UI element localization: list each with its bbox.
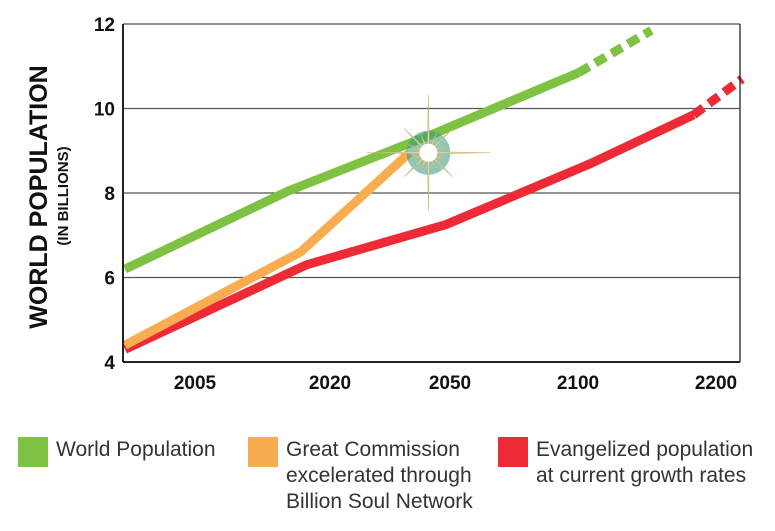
y-axis-sublabel: (IN BILLIONS) (55, 146, 72, 245)
legend-item-evangelized: Evangelized population at current growth… (498, 437, 753, 489)
series-line (122, 149, 413, 350)
y-tick-label: 6 (104, 269, 115, 290)
axes (122, 24, 741, 363)
x-tick-label: 2005 (174, 373, 217, 394)
y-axis-label: WORLD POPULATION (25, 65, 53, 328)
grid-lines (123, 23, 740, 279)
legend-swatch-red (498, 437, 528, 467)
y-tick-label: 10 (94, 100, 115, 121)
series-line (123, 68, 581, 274)
y-tick-label: 8 (104, 184, 115, 205)
x-tick-label: 2050 (429, 373, 471, 394)
star-core (419, 143, 438, 162)
legend-label: Evangelized population at current growth… (536, 438, 754, 487)
tick-labels: 4 6 8 10 12 2005 2020 2050 2100 2200 (94, 15, 737, 394)
star-burst-marker (366, 94, 491, 211)
legend-label: Great Commission excelerated through Bil… (286, 438, 473, 513)
series-projection (576, 26, 654, 77)
x-tick-label: 2020 (309, 373, 351, 394)
series-projection (691, 75, 745, 119)
y-tick-label: 4 (104, 353, 115, 374)
legend-item-great-commission: Great Commission excelerated through Bil… (248, 437, 473, 515)
x-tick-label: 2200 (695, 373, 737, 394)
legend-swatch-orange (248, 437, 278, 467)
series-line (123, 110, 696, 354)
legend-swatch-green (18, 437, 48, 467)
legend-label: World Population (56, 438, 216, 461)
legend-item-world-population: World Population (18, 437, 216, 467)
x-tick-label: 2100 (557, 373, 599, 394)
y-tick-label: 12 (94, 15, 115, 36)
series-lines (122, 26, 745, 354)
